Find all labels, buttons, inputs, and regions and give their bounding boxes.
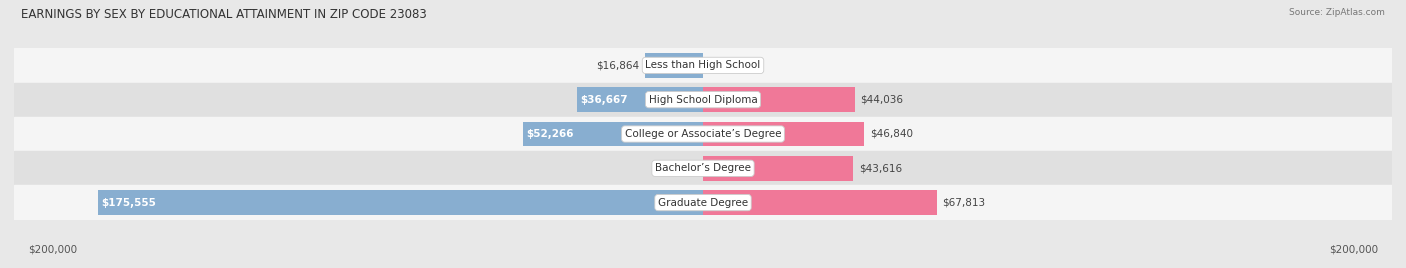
Text: $200,000: $200,000: [28, 244, 77, 254]
Bar: [14, 151, 1392, 185]
Bar: [14, 48, 1392, 83]
Text: Source: ZipAtlas.com: Source: ZipAtlas.com: [1289, 8, 1385, 17]
Bar: [703, 122, 865, 146]
Text: $52,266: $52,266: [526, 129, 574, 139]
Text: College or Associate’s Degree: College or Associate’s Degree: [624, 129, 782, 139]
Text: $175,555: $175,555: [101, 198, 156, 208]
Bar: [576, 87, 703, 112]
Text: Less than High School: Less than High School: [645, 60, 761, 70]
Bar: [703, 190, 936, 215]
Text: $67,813: $67,813: [942, 198, 986, 208]
Text: $36,667: $36,667: [581, 95, 627, 105]
Text: Graduate Degree: Graduate Degree: [658, 198, 748, 208]
Text: $46,840: $46,840: [870, 129, 912, 139]
Bar: [14, 83, 1392, 117]
Text: $0: $0: [709, 60, 721, 70]
Text: $44,036: $44,036: [860, 95, 903, 105]
Text: $43,616: $43,616: [859, 163, 901, 173]
Bar: [645, 53, 703, 78]
Text: $16,864: $16,864: [596, 60, 640, 70]
Bar: [14, 117, 1392, 151]
Text: $0: $0: [685, 163, 697, 173]
Text: Bachelor’s Degree: Bachelor’s Degree: [655, 163, 751, 173]
Text: $200,000: $200,000: [1329, 244, 1378, 254]
Bar: [14, 185, 1392, 220]
Bar: [523, 122, 703, 146]
Text: High School Diploma: High School Diploma: [648, 95, 758, 105]
Text: EARNINGS BY SEX BY EDUCATIONAL ATTAINMENT IN ZIP CODE 23083: EARNINGS BY SEX BY EDUCATIONAL ATTAINMEN…: [21, 8, 427, 21]
Bar: [98, 190, 703, 215]
Bar: [703, 156, 853, 181]
Bar: [703, 87, 855, 112]
